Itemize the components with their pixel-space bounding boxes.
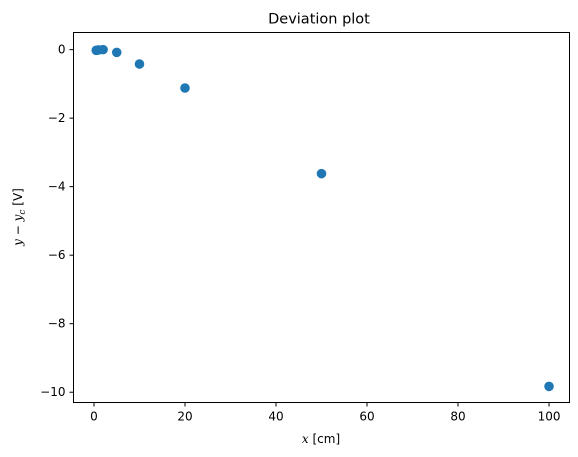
y-tick-label: 0 xyxy=(58,43,66,57)
x-tick-label: 100 xyxy=(538,410,561,424)
x-ticks: 0 20 40 60 80 100 xyxy=(90,402,561,424)
y-tick-label: −4 xyxy=(48,180,66,194)
y-ticks: 0 −2 −4 −6 −8 −10 xyxy=(40,43,74,399)
data-point-3 xyxy=(111,47,122,58)
y-tick-label: −6 xyxy=(48,248,66,262)
data-point-6 xyxy=(316,168,327,179)
y-tick-label: −8 xyxy=(48,317,66,331)
data-point-7 xyxy=(544,381,554,392)
y-tick-label: −2 xyxy=(48,111,66,125)
data-point-5 xyxy=(180,83,190,93)
points-layer xyxy=(91,44,554,392)
x-tick-label: 60 xyxy=(359,410,374,424)
data-point-4 xyxy=(134,59,145,69)
chart-title: Deviation plot xyxy=(268,12,370,28)
x-tick-label: 80 xyxy=(450,410,465,424)
x-tick-label: 40 xyxy=(268,410,283,424)
data-point-2 xyxy=(98,44,108,55)
y-tick-label: −10 xyxy=(40,385,65,399)
x-tick-label: 20 xyxy=(177,410,192,424)
plot-frame xyxy=(73,32,570,403)
x-axis-label: x [cm] xyxy=(302,432,340,446)
y-axis-label: y − yc [V] xyxy=(11,188,28,247)
x-tick-label: 0 xyxy=(90,410,98,424)
